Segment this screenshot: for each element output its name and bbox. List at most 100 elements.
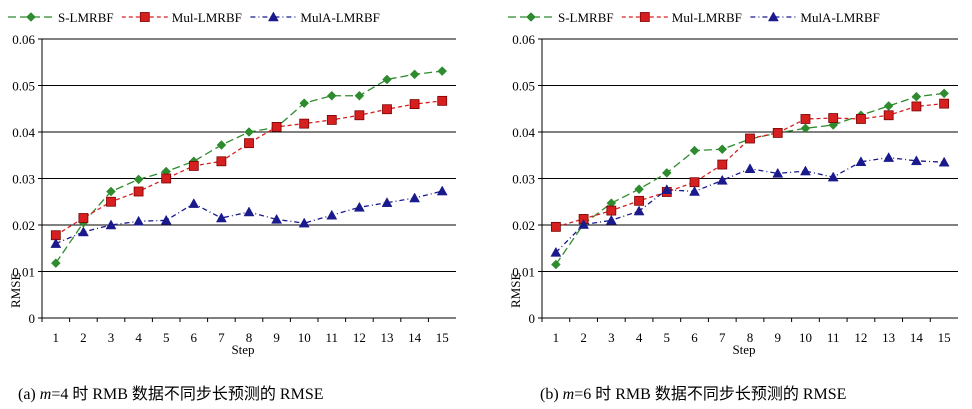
chart1-series-0-point xyxy=(689,145,700,156)
chart0-x-tick-label: 6 xyxy=(191,330,198,345)
chart1-x-tick-label: 7 xyxy=(719,330,726,345)
chart0-series-2-point xyxy=(188,198,200,208)
chart0-series-1-point xyxy=(382,104,392,115)
chart0-x-tick-label: 2 xyxy=(80,330,87,345)
chart0-x-tick-label: 8 xyxy=(246,330,253,345)
chart1-legend-label: MulA-LMRBF xyxy=(800,10,879,25)
chart0-series-0-point xyxy=(409,69,420,80)
chart0-x-tick-label: 10 xyxy=(298,330,311,345)
chart0-series-2-point xyxy=(105,219,117,230)
chart0-x-tick-label: 13 xyxy=(381,330,394,345)
chart1-x-tick-label: 5 xyxy=(664,330,671,345)
chart0-x-tick-label: 4 xyxy=(135,330,142,345)
chart0-legend-label: MulA-LMRBF xyxy=(300,10,379,25)
chart0-series-2-point xyxy=(215,212,227,223)
chart1-x-tick-label: 1 xyxy=(553,330,560,345)
chart0-y-tick-label: 0.03 xyxy=(12,172,35,187)
chart0-y-tick-label: 0.04 xyxy=(12,125,35,140)
chart1-series-0-point xyxy=(661,168,672,178)
chart1-series-1-point xyxy=(800,114,811,124)
chart1-y-tick-label: 0.05 xyxy=(512,79,535,94)
chart1-x-tick-label: 4 xyxy=(636,330,643,345)
chart1-series-2-point xyxy=(605,214,617,225)
chart0-x-tick-label: 15 xyxy=(436,330,449,345)
chart0-series-2-point xyxy=(77,226,89,237)
caption-a-rest: =4 时 RMB 数据不同步长预测的 RMSE xyxy=(51,386,324,403)
chart1-y-tick-label: 0.02 xyxy=(512,218,535,233)
chart0-x-tick-label: 7 xyxy=(218,330,225,345)
chart1-y-tick-label: 0 xyxy=(529,311,536,326)
chart0-series-0-point xyxy=(106,186,116,197)
chart0-legend-swatch-marker xyxy=(267,11,279,22)
chart0-y-axis-label: RMSE xyxy=(8,273,23,308)
chart0-x-axis-label: Step xyxy=(231,342,254,357)
caption-a-var: m xyxy=(39,386,52,403)
chart1-series-0-point xyxy=(800,123,811,134)
chart1-series-0-point xyxy=(634,184,644,195)
chart1-series-1-point xyxy=(689,177,700,188)
chart0-y-tick-label: 0.02 xyxy=(12,218,35,233)
chart0-series-0-point xyxy=(382,74,392,85)
chart1-series-2-point xyxy=(550,246,562,257)
chart1-series-2-point xyxy=(772,167,784,178)
caption-b-rest: =6 时 RMB 数据不同步长预测的 RMSE xyxy=(574,386,847,403)
chart0-series-1-point xyxy=(106,196,116,207)
chart1-legend-swatch-marker xyxy=(639,12,650,22)
chart0-series-2-point xyxy=(298,217,310,228)
chart1-x-tick-label: 8 xyxy=(747,330,754,345)
chart1-series-0-point xyxy=(551,259,561,270)
chart0-series-1-point xyxy=(161,173,172,184)
chart-panel-b: 0 0.01 0.02 0.03 0.04 0.05 0.06 1 2 3 4 5 6 7 8 9 10 11 12… xyxy=(500,0,972,372)
chart1-series-2-point xyxy=(661,184,673,194)
chart0-x-tick-label: 14 xyxy=(408,330,422,345)
chart1-series-2-point xyxy=(578,219,590,229)
chart0-series-2-point xyxy=(353,201,365,212)
chart0-series-1-point xyxy=(244,138,254,149)
chart0-series-0-point xyxy=(299,98,310,109)
chart1-series-1-point xyxy=(883,110,894,121)
chart1-series-2-point xyxy=(883,152,895,162)
chart0-series-1-point xyxy=(409,99,420,109)
chart1-y-tick-label: 0.04 xyxy=(512,125,535,140)
chart1-series-1-point xyxy=(717,159,728,170)
chart0-series-1-point xyxy=(326,115,337,125)
chart1-series-1-point xyxy=(550,221,561,232)
chart1-series-1-point xyxy=(939,98,950,109)
chart1-y-tick-label: 0.03 xyxy=(512,172,535,187)
chart1-series-1-point xyxy=(606,205,617,216)
chart0-series-0-point xyxy=(326,90,337,101)
chart1-series-2-point xyxy=(744,163,756,173)
chart-a: 00.010.020.030.040.050.061 2 3 4 5 6 7 8 9 10 11 12… xyxy=(8,10,456,357)
chart1-series-0-point xyxy=(939,88,949,99)
chart1-series-1-point xyxy=(828,113,839,123)
chart0-series-1-point xyxy=(354,110,365,121)
chart0-series-1-point xyxy=(78,213,89,223)
chart0-series-1-point xyxy=(216,156,227,167)
chart1-series-0-point xyxy=(911,91,922,102)
chart1-series-2-point xyxy=(800,165,811,176)
caption-b-prefix: (b) xyxy=(540,386,563,403)
chart-b: 00.010.020.030.040.050.061 2 3 4 5 6 7 8 9 10 11 12… xyxy=(508,10,958,357)
chart0-x-tick-label: 12 xyxy=(353,330,366,345)
chart0-series-1-point xyxy=(271,121,282,132)
chart0-y-tick-label: 0 xyxy=(29,311,36,326)
chart1-series-1-point xyxy=(911,101,922,112)
chart1-legend-label: Mul-LMRBF xyxy=(672,10,742,25)
chart0-series-0-point xyxy=(437,66,448,76)
chart0-y-tick-label: 0.01 xyxy=(12,265,35,280)
chart1-series-0-line xyxy=(555,92,945,265)
chart1-x-tick-label: 12 xyxy=(854,330,867,345)
chart0-series-2-point xyxy=(160,214,172,225)
chart0-series-0-point xyxy=(50,258,61,268)
chart1-legend-swatch-marker xyxy=(526,12,536,22)
chart1-series-2-point xyxy=(827,171,839,182)
chart1-series-2-point xyxy=(855,156,867,167)
chart0-series-1-line xyxy=(55,100,443,236)
chart1-y-axis-label: RMSE xyxy=(508,273,523,308)
chart0-series-2-point xyxy=(50,238,62,248)
caption-b-var: m xyxy=(562,386,575,403)
caption-a: (a) m=4 时 RMB 数据不同步长预测的 RMSE xyxy=(18,380,324,404)
chart1-x-tick-label: 14 xyxy=(910,330,924,345)
chart1-series-2-point xyxy=(689,186,700,196)
chart0-series-2-point xyxy=(133,215,145,226)
